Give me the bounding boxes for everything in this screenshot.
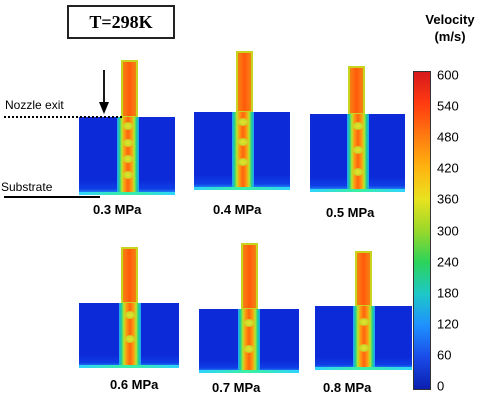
substrate-layer xyxy=(315,367,412,370)
colorbar-title-line2: (m/s) xyxy=(434,29,466,44)
colorbar-tick-label: 300 xyxy=(437,223,459,238)
nozzle-jet-2 xyxy=(236,51,253,113)
colorbar-tick-label: 120 xyxy=(437,316,459,332)
nozzle-exit-arrow-head xyxy=(99,102,109,114)
nozzle-exit-label: Nozzle exit xyxy=(5,98,64,112)
colorbar-title-line1: Velocity xyxy=(425,12,475,27)
shock-node xyxy=(359,344,369,352)
shock-node xyxy=(125,335,135,343)
substrate-layer xyxy=(199,370,299,373)
contour-panel-1 xyxy=(79,117,175,195)
nozzle-jet-4 xyxy=(121,247,138,304)
velocity-colorbar xyxy=(413,71,431,390)
shock-node xyxy=(238,158,248,166)
shock-node xyxy=(125,311,135,319)
shock-node xyxy=(123,171,133,179)
colorbar-tick-label: 180 xyxy=(437,285,459,301)
nozzle-jet-1 xyxy=(121,60,138,118)
shock-node xyxy=(359,318,369,326)
colorbar-tick-label: 480 xyxy=(437,129,459,145)
contour-panel-6 xyxy=(315,306,412,370)
shock-node xyxy=(353,146,363,154)
temperature-title: T=298K xyxy=(67,5,175,39)
pressure-label-4: 0.6 MPa xyxy=(110,377,159,392)
jet-stream-4 xyxy=(119,303,141,365)
shock-node xyxy=(244,319,254,327)
colorbar-title: Velocity (m/s) xyxy=(420,11,480,45)
substrate-layer xyxy=(79,192,175,195)
contour-panel-5 xyxy=(199,309,299,373)
shock-node xyxy=(123,122,133,130)
shock-node xyxy=(238,138,248,146)
contour-panel-2 xyxy=(194,112,290,190)
colorbar-tick-label: 360 xyxy=(437,191,459,207)
contour-panel-4 xyxy=(79,303,179,368)
substrate-layer xyxy=(310,189,405,192)
pressure-label-1: 0.3 MPa xyxy=(93,202,142,217)
jet-stream-5 xyxy=(238,309,260,370)
colorbar-tick-label: 0 xyxy=(437,378,445,394)
shock-node xyxy=(123,155,133,163)
nozzle-jet-6 xyxy=(355,251,372,307)
substrate-label: Substrate xyxy=(1,180,53,194)
colorbar-tick-label: 540 xyxy=(437,98,459,114)
nozzle-jet-3 xyxy=(348,66,365,115)
colorbar-tick-label: 240 xyxy=(437,254,459,270)
colorbar-tick-label: 600 xyxy=(437,67,459,83)
jet-stream-2 xyxy=(232,112,254,187)
substrate-layer xyxy=(79,365,179,368)
shock-node xyxy=(244,345,254,353)
shock-node xyxy=(123,139,133,147)
nozzle-jet-5 xyxy=(241,243,258,310)
pressure-label-3: 0.5 MPa xyxy=(326,205,375,220)
jet-stream-1 xyxy=(117,117,139,192)
shock-node xyxy=(353,168,363,176)
substrate-layer xyxy=(194,187,290,190)
colorbar-tick-label: 420 xyxy=(437,160,459,176)
pressure-label-5: 0.7 MPa xyxy=(212,380,261,395)
pressure-label-2: 0.4 MPa xyxy=(213,202,262,217)
pressure-label-6: 0.8 MPa xyxy=(323,380,372,395)
contour-panel-3 xyxy=(310,114,405,192)
jet-stream-3 xyxy=(347,114,369,189)
jet-stream-6 xyxy=(353,306,375,367)
shock-node xyxy=(353,122,363,130)
colorbar-tick-label: 60 xyxy=(437,347,452,363)
shock-node xyxy=(238,118,248,126)
